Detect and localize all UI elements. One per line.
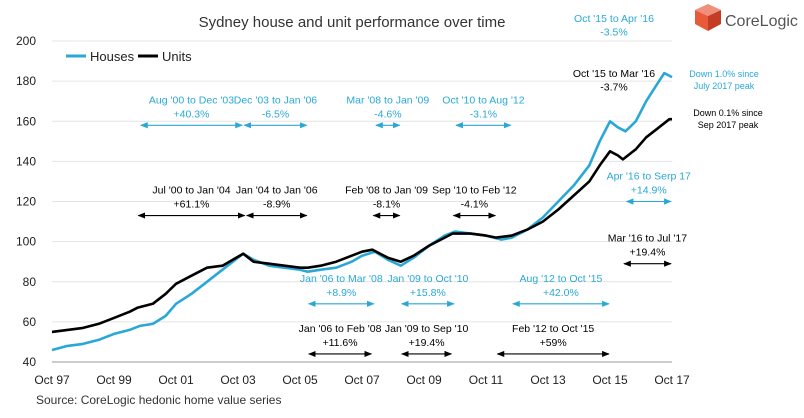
callout: Oct '15 to Mar '16 -3.7% xyxy=(573,68,655,94)
annotation-period: Mar '16 to Jul '17 xyxy=(608,233,687,245)
callout: Down 1.0% since July 2017 peak xyxy=(689,69,759,91)
y-tick-label: 160 xyxy=(16,114,36,128)
annotation: Jan '06 to Feb '08 +11.6% xyxy=(299,323,382,358)
annotation-period: Jan '09 to Oct '10 xyxy=(387,273,468,285)
y-tick-label: 100 xyxy=(16,235,36,249)
callout-line: Down 0.1% since xyxy=(693,108,763,118)
callout: Oct '15 to Apr '16 -3.5% xyxy=(574,13,654,39)
callout: Down 0.1% since Sep 2017 peak xyxy=(693,108,763,130)
annotation-change: +19.4% xyxy=(409,337,445,349)
annotation-period: Mar '08 to Jan '09 xyxy=(346,94,429,106)
x-tick-label: Oct 99 xyxy=(96,373,132,387)
annotation-period: Aug '12 to Oct '15 xyxy=(520,273,603,285)
annotation-change: +40.3% xyxy=(174,108,210,120)
annotation-period: Aug '00 to Dec '03 xyxy=(149,94,234,106)
annotation-change: -3.1% xyxy=(470,108,497,120)
series-line-houses xyxy=(51,71,673,352)
y-tick-label: 40 xyxy=(23,355,37,369)
y-tick-label: 200 xyxy=(16,34,36,48)
annotation: Jan '04 to Jan '06 -8.9% xyxy=(236,185,318,219)
annotation-period: Oct '10 to Aug '12 xyxy=(442,94,524,106)
legend-units-label: Units xyxy=(162,49,192,64)
y-tick-label: 120 xyxy=(16,195,36,209)
annotation: Feb '08 to Jan '09 -8.1% xyxy=(345,185,428,219)
x-tick-label: Oct 09 xyxy=(406,373,442,387)
annotation-change: -4.1% xyxy=(461,199,488,211)
x-tick-label: Oct 97 xyxy=(34,373,70,387)
annotation: Aug '00 to Dec '03 +40.3% xyxy=(140,94,243,129)
annotation: Mar '16 to Jul '17 +19.4% xyxy=(608,233,687,267)
callout-line: -3.5% xyxy=(600,27,627,39)
x-axis-ticks: Oct 97 Oct 99 Oct 01 Oct 03 Oct 05 Oct 07 Oct … xyxy=(34,373,690,387)
annotations: Aug '00 to Dec '03 +40.3% Dec '03 to Jan '… xyxy=(137,94,691,358)
x-tick-label: Oct 05 xyxy=(282,373,318,387)
annotation-period: Sep '10 to Feb '12 xyxy=(432,185,517,197)
annotation-change: +59% xyxy=(540,337,567,349)
y-tick-label: 140 xyxy=(16,154,36,168)
logo-cube-right xyxy=(708,10,721,31)
logo-cube-left xyxy=(695,10,708,31)
annotation-change: +19.4% xyxy=(630,247,666,259)
callout-line: Down 1.0% since xyxy=(689,69,759,79)
annotation: Jan '09 to Oct '10 +15.8% xyxy=(387,273,469,307)
annotation-period: Jul '00 to Jan '04 xyxy=(152,185,230,197)
callout-line: -3.7% xyxy=(600,82,627,94)
annotation: Aug '12 to Oct '15 +42.0% xyxy=(512,273,610,307)
callout-line: Oct '15 to Apr '16 xyxy=(574,13,654,25)
annotation: Dec '03 to Jan '06 -6.5% xyxy=(234,94,318,129)
annotation-period: Apr '16 to Serp 17 xyxy=(607,171,691,183)
annotation: Feb '12 to Oct '15 +59% xyxy=(496,323,610,358)
annotation-period: Jan '09 to Sep '10 xyxy=(385,323,469,335)
x-tick-label: Oct 07 xyxy=(344,373,380,387)
annotation: Jan '09 to Sep '10 +19.4% xyxy=(385,323,469,358)
annotation-change: +15.8% xyxy=(410,287,446,299)
callout-line: Sep 2017 peak xyxy=(698,120,759,130)
annotation: Jul '00 to Jan '04 +61.1% xyxy=(137,185,246,219)
y-tick-label: 180 xyxy=(16,74,36,88)
x-tick-label: Oct 15 xyxy=(592,373,628,387)
callout-line: July 2017 peak xyxy=(694,81,755,91)
callout-line: Oct '15 to Mar '16 xyxy=(573,68,655,80)
x-tick-label: Oct 01 xyxy=(158,373,194,387)
chart-title: Sydney house and unit performance over t… xyxy=(199,14,506,31)
x-tick-label: Oct 13 xyxy=(530,373,566,387)
annotation-period: Jan '06 to Feb '08 xyxy=(299,323,382,335)
annotation: Oct '10 to Aug '12 -3.1% xyxy=(442,94,525,129)
annotation-change: +42.0% xyxy=(543,287,579,299)
annotation: Apr '16 to Serp 17 +14.9% xyxy=(607,171,691,205)
annotation-change: +14.9% xyxy=(631,185,667,197)
annotation: Sep '10 to Feb '12 -4.1% xyxy=(432,185,517,219)
y-tick-label: 60 xyxy=(23,315,37,329)
legend-houses-label: Houses xyxy=(90,49,135,64)
annotation-period: Dec '03 to Jan '06 xyxy=(234,94,318,106)
legend: Houses Units xyxy=(66,49,192,64)
annotation: Mar '08 to Jan '09 -4.6% xyxy=(346,94,429,129)
gridlines xyxy=(52,40,672,363)
series-line-units xyxy=(51,117,672,334)
annotation-change: +8.9% xyxy=(326,287,356,299)
annotation: Jan '06 to Mar '08 +8.9% xyxy=(300,273,383,307)
y-axis-ticks: 40 60 80 100 120 140 160 180 200 xyxy=(16,34,36,369)
annotation-period: Feb '12 to Oct '15 xyxy=(512,323,594,335)
corelogic-logo: CoreLogic xyxy=(695,4,798,31)
source-note: Source: CoreLogic hedonic home value ser… xyxy=(36,393,281,407)
annotation-change: -4.6% xyxy=(374,108,401,120)
series-lines xyxy=(51,71,673,352)
annotation-change: +61.1% xyxy=(174,199,210,211)
y-tick-label: 80 xyxy=(23,275,37,289)
annotation-period: Jan '06 to Mar '08 xyxy=(300,273,383,285)
x-tick-label: Oct 17 xyxy=(654,373,690,387)
annotation-period: Jan '04 to Jan '06 xyxy=(236,185,318,197)
annotation-change: +11.6% xyxy=(322,337,357,349)
annotation-period: Feb '08 to Jan '09 xyxy=(345,185,428,197)
annotation-change: -8.1% xyxy=(373,199,400,211)
annotation-change: -6.5% xyxy=(262,108,289,120)
x-tick-label: Oct 03 xyxy=(220,373,256,387)
logo-wordmark: CoreLogic xyxy=(725,13,798,30)
callouts: Oct '15 to Apr '16 -3.5% Oct '15 to Mar '1… xyxy=(573,13,763,130)
annotation-change: -8.9% xyxy=(263,199,290,211)
x-tick-label: Oct 11 xyxy=(469,373,504,387)
